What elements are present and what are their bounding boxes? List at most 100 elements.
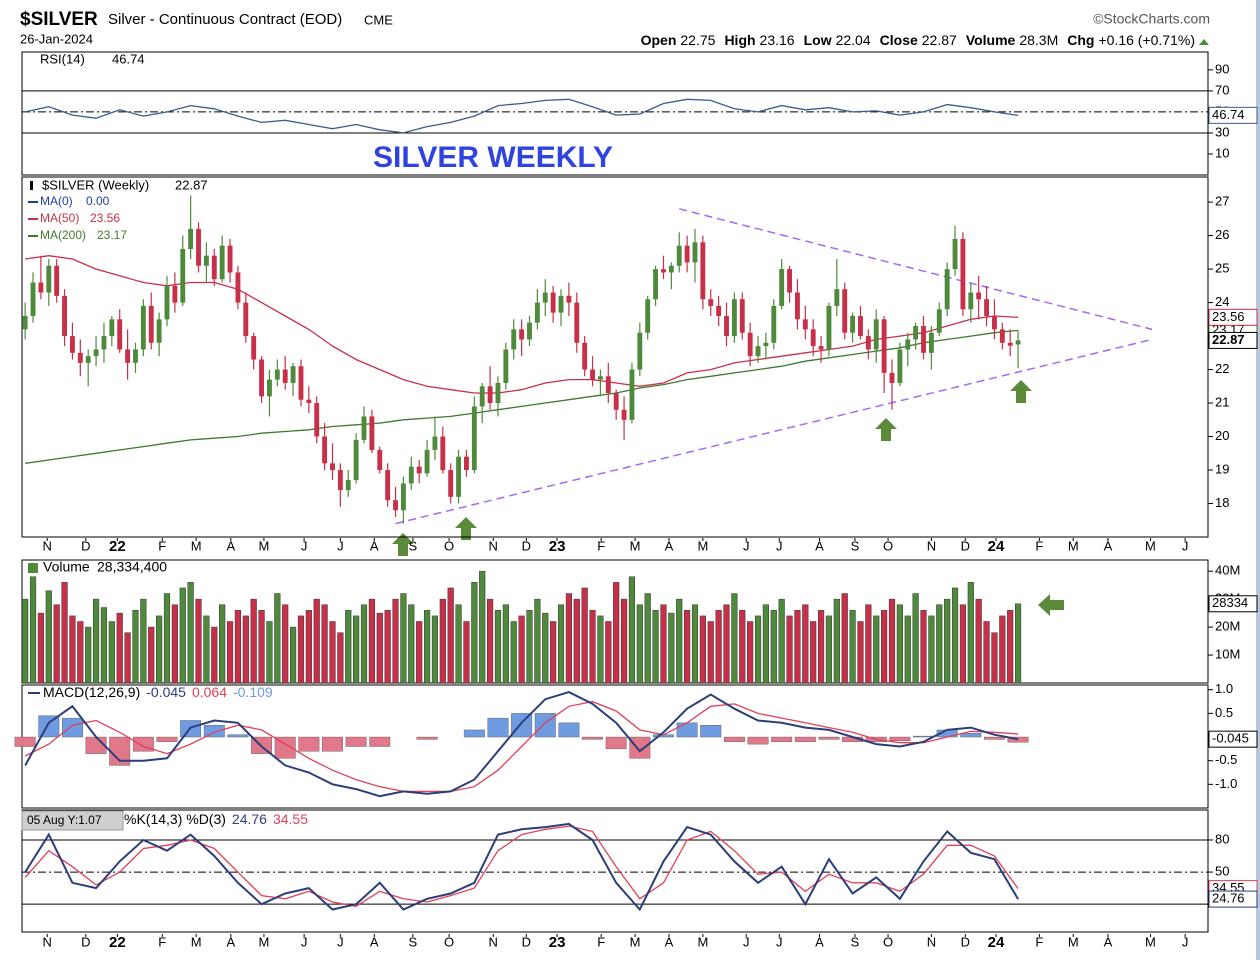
volume-bar <box>156 615 163 684</box>
candle-body <box>164 285 170 320</box>
volume-bar <box>936 604 943 684</box>
stoch-label: %K(14,3) %D(3) <box>124 811 226 827</box>
candle-body <box>495 382 501 404</box>
candle-body <box>133 349 138 363</box>
volume-bar <box>542 612 549 684</box>
candle-body <box>913 326 919 340</box>
candle-body <box>779 269 785 306</box>
candle-body <box>235 272 241 303</box>
volume-bar <box>944 598 951 684</box>
candle-body <box>597 376 603 380</box>
legend-icon <box>30 181 33 190</box>
up-indicator <box>1199 39 1209 45</box>
volume-bar <box>431 615 439 684</box>
volume-bar <box>132 610 139 684</box>
x-tick-label: J <box>1182 538 1189 553</box>
rsi-line <box>25 98 1019 134</box>
window-edge <box>1256 0 1260 960</box>
candle-body <box>590 369 595 380</box>
value-label: -0.045 <box>1212 731 1249 746</box>
candle-body <box>976 292 982 300</box>
candle-body <box>471 406 477 471</box>
volume-bar <box>881 610 888 684</box>
macd-label: MACD(12,26,9) <box>43 684 140 700</box>
volume-bar <box>463 621 470 684</box>
moving-average <box>25 255 1019 394</box>
volume-bar <box>605 621 612 684</box>
volume-bar <box>841 593 848 684</box>
volume-bar <box>61 582 68 684</box>
x-tick-label: J <box>743 934 750 949</box>
candle-body <box>203 255 209 266</box>
volume-bar <box>1014 603 1022 684</box>
panel-frame <box>21 51 1209 176</box>
volume-bar <box>723 604 730 684</box>
candle-body <box>534 302 540 323</box>
histogram-bar <box>983 736 1005 740</box>
candle-body <box>219 245 225 280</box>
instrument-name: Silver - Continuous Contract (EOD) <box>108 11 342 28</box>
candle-body <box>944 269 950 310</box>
volume-bar <box>242 615 249 684</box>
legend-value: 23.56 <box>90 211 120 225</box>
arrow <box>875 418 897 441</box>
x-tick-label: N <box>489 538 498 553</box>
volume-bar <box>479 570 486 684</box>
candle-body <box>834 289 840 306</box>
candle-body <box>542 292 548 303</box>
volume-bar <box>747 621 754 684</box>
x-tick-label: N <box>927 934 936 949</box>
volume-bar <box>660 604 667 684</box>
histogram-bar <box>771 736 793 742</box>
x-tick-label: M <box>630 538 641 553</box>
arrows <box>392 380 1064 616</box>
candle-body <box>653 269 659 300</box>
candle-body <box>550 292 556 313</box>
candle-body <box>393 500 398 511</box>
x-tick-label: D <box>961 934 970 949</box>
x-tick-label: A <box>815 538 824 553</box>
volume-bar <box>321 604 328 684</box>
histogram-bar <box>511 713 533 738</box>
candle-body <box>810 329 816 347</box>
volume-bar <box>691 604 699 684</box>
x-tick-label: S <box>851 538 860 553</box>
candle-body <box>148 305 154 343</box>
candle-body <box>747 332 753 357</box>
volume-bar <box>77 621 84 684</box>
candle-body <box>850 315 856 333</box>
candle-body <box>282 369 288 383</box>
volume-bar <box>45 590 52 684</box>
price-label: $SILVER (Weekly) <box>42 177 149 192</box>
candle-body <box>274 369 280 380</box>
y-tick-label: 26 <box>1215 227 1229 242</box>
candle-body <box>637 332 643 370</box>
stat-label: Close <box>880 32 918 48</box>
stat-value: 28.3M <box>1019 32 1058 48</box>
candle-body <box>936 309 942 333</box>
candle-body <box>897 349 903 383</box>
volume-bar <box>455 604 462 684</box>
volume-bar <box>471 582 478 684</box>
candle-body <box>125 349 131 363</box>
candle-body <box>259 359 265 397</box>
x-tick-label: D <box>961 538 970 553</box>
macd-value: -0.045 <box>146 684 186 700</box>
volume-bar <box>171 604 178 684</box>
volume-bar <box>108 621 115 684</box>
x-tick-label: M <box>697 538 708 553</box>
x-tick-label: M <box>259 934 270 949</box>
panel-frame <box>21 176 1209 538</box>
volume-bar <box>731 593 738 684</box>
volume-bar <box>636 604 643 684</box>
candle-body <box>661 269 666 273</box>
candle-body <box>298 366 304 400</box>
candle-body <box>180 249 186 303</box>
candle-body <box>227 245 233 273</box>
candle-body <box>724 315 729 337</box>
x-tick-label: M <box>630 934 641 949</box>
volume-bar <box>266 621 273 684</box>
value-label: 22.87 <box>1212 332 1245 347</box>
volume-bar <box>920 610 927 684</box>
